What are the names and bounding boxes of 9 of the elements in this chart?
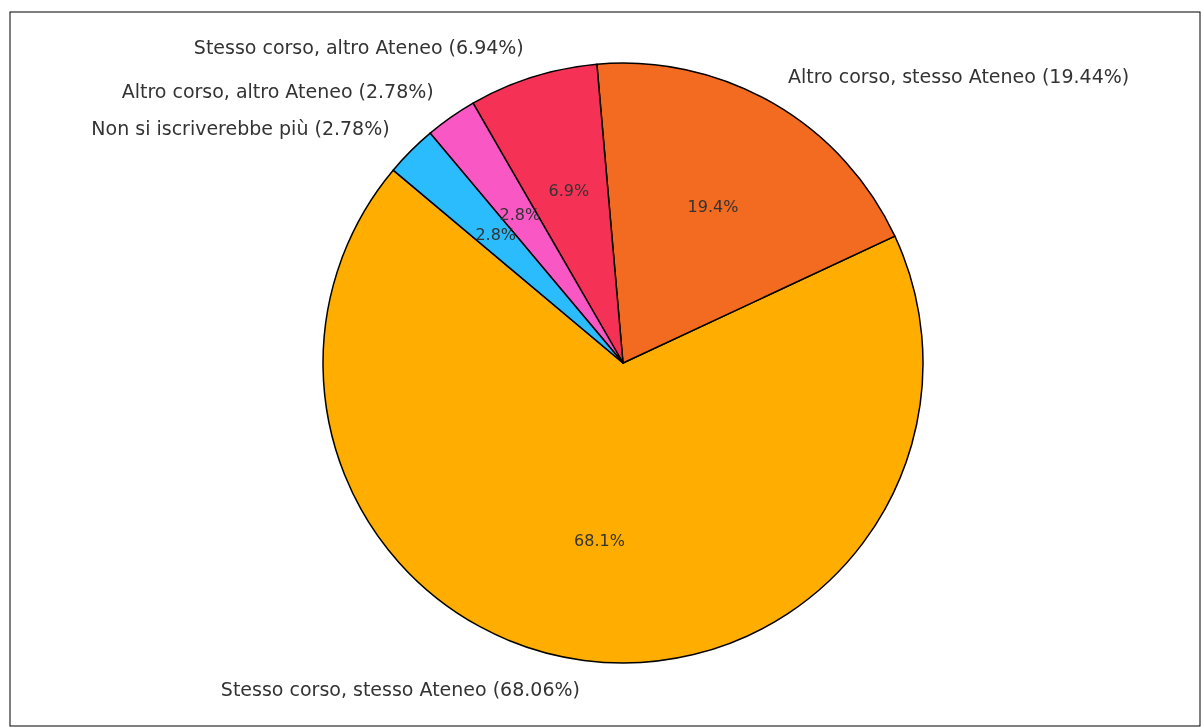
slice-label: Altro corso, altro Ateneo (2.78%) — [121, 80, 434, 103]
slice-label: Altro corso, stesso Ateneo (19.44%) — [787, 64, 1130, 87]
slice-label: Stesso corso, altro Ateneo (6.94%) — [193, 35, 524, 58]
slice-label: Stesso corso, stesso Ateneo (68.06%) — [220, 677, 580, 700]
data-label: 2.8% — [475, 225, 517, 245]
slice-label: Non si iscriverebbe più (2.78%) — [91, 117, 390, 140]
data-label: 6.9% — [548, 180, 590, 200]
data-label: 19.4% — [687, 196, 739, 216]
data-label: 68.1% — [574, 530, 625, 550]
